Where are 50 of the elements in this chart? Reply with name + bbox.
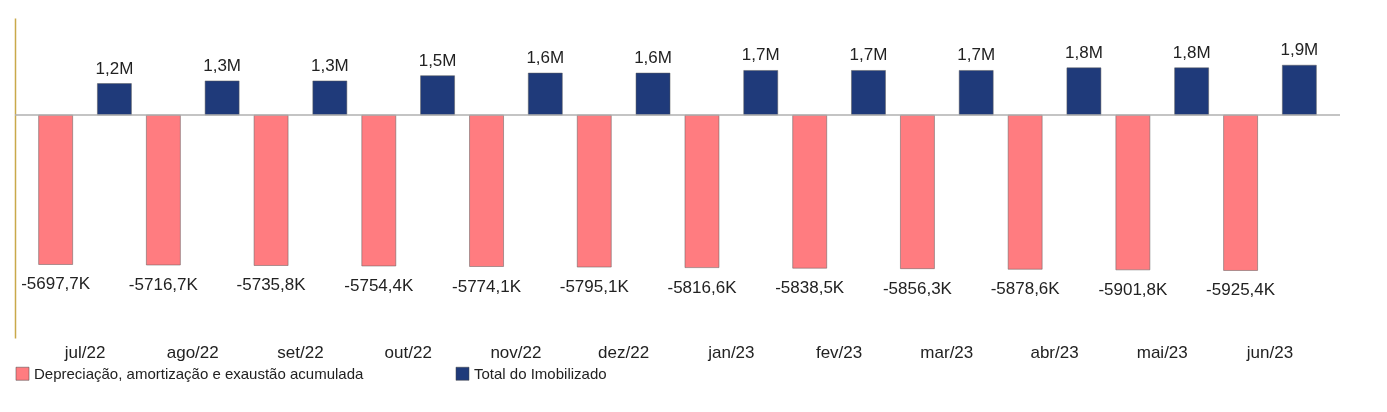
x-tick-label: abr/23 [1030, 342, 1079, 362]
data-label: 1,7M [957, 45, 996, 65]
data-label: -5856,3K [882, 278, 953, 298]
x-tick-label: mai/23 [1136, 342, 1188, 362]
bar [97, 83, 132, 116]
bar [528, 72, 563, 116]
data-label: -5774,1K [452, 276, 522, 296]
x-tick-label: jul/22 [63, 342, 106, 362]
x-tick-label: nov/22 [490, 342, 542, 362]
x-tick-label: ago/22 [166, 342, 219, 362]
data-label: -5925,4K [1206, 280, 1276, 300]
bar [1282, 64, 1317, 116]
data-label: 1,8M [1065, 42, 1103, 62]
x-tick-label: jan/23 [707, 342, 755, 362]
bar [635, 72, 671, 116]
data-label: -5901,8K [1098, 279, 1169, 299]
bar [1174, 67, 1209, 116]
data-label: -5697,7K [21, 274, 91, 294]
bar [1066, 67, 1102, 116]
data-label: 1,7M [741, 45, 780, 65]
data-label: -5878,6K [990, 279, 1061, 299]
data-label: 1,6M [526, 48, 565, 68]
data-label: -5838,5K [775, 278, 845, 298]
data-label: -5716,7K [128, 275, 199, 294]
data-label: 1,3M [310, 55, 349, 75]
bar [312, 80, 348, 116]
x-tick-label: fev/23 [815, 342, 863, 362]
data-label: 1,3M [203, 55, 242, 75]
bar [851, 70, 886, 116]
data-label: 1,2M [95, 58, 134, 78]
x-tick-label: set/22 [277, 342, 324, 362]
data-label: 1,5M [418, 50, 457, 70]
legend-label: Depreciação, amortização e exaustão acumulada [34, 364, 365, 382]
x-tick-label: jun/23 [1245, 342, 1294, 362]
data-label: 1,7M [849, 45, 888, 65]
bar [958, 70, 994, 116]
data-label: 1,9M [1280, 40, 1319, 60]
data-label: 1,6M [634, 48, 672, 68]
data-label: 1,8M [1172, 42, 1211, 62]
data-label: -5754,4K [344, 275, 414, 295]
x-tick-label: out/22 [384, 342, 432, 362]
x-tick-label: dez/22 [598, 342, 650, 362]
data-label: -5735,8K [236, 275, 307, 295]
data-label: -5816,6K [667, 277, 738, 297]
x-tick-label: mar/23 [920, 342, 974, 362]
bar [743, 70, 778, 116]
data-label: -5795,1K [559, 277, 630, 297]
legend-label: Total do Imobilizado [474, 364, 607, 382]
bar [420, 75, 455, 116]
bar [204, 80, 240, 116]
